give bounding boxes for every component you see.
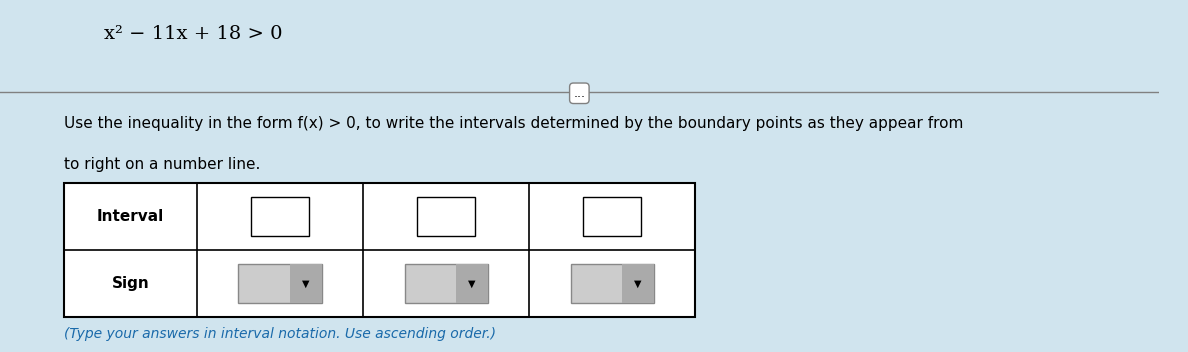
Text: (Type your answers in interval notation. Use ascending order.): (Type your answers in interval notation.… bbox=[64, 327, 495, 341]
FancyBboxPatch shape bbox=[417, 197, 475, 236]
FancyBboxPatch shape bbox=[623, 264, 653, 303]
FancyBboxPatch shape bbox=[251, 197, 309, 236]
Text: Sign: Sign bbox=[112, 276, 150, 291]
FancyBboxPatch shape bbox=[290, 264, 322, 303]
FancyBboxPatch shape bbox=[456, 264, 487, 303]
FancyBboxPatch shape bbox=[405, 264, 487, 303]
Text: ...: ... bbox=[574, 87, 586, 100]
FancyBboxPatch shape bbox=[64, 183, 695, 317]
Text: x² − 11x + 18 > 0: x² − 11x + 18 > 0 bbox=[105, 25, 283, 43]
FancyBboxPatch shape bbox=[239, 264, 322, 303]
Text: ▼: ▼ bbox=[302, 278, 310, 288]
Text: Interval: Interval bbox=[96, 209, 164, 224]
Text: to right on a number line.: to right on a number line. bbox=[64, 157, 260, 172]
FancyBboxPatch shape bbox=[570, 264, 653, 303]
Text: ▼: ▼ bbox=[634, 278, 642, 288]
Text: Use the inequality in the form f(x) > 0, to write the intervals determined by th: Use the inequality in the form f(x) > 0,… bbox=[64, 116, 963, 131]
Text: ▼: ▼ bbox=[468, 278, 475, 288]
FancyBboxPatch shape bbox=[583, 197, 642, 236]
